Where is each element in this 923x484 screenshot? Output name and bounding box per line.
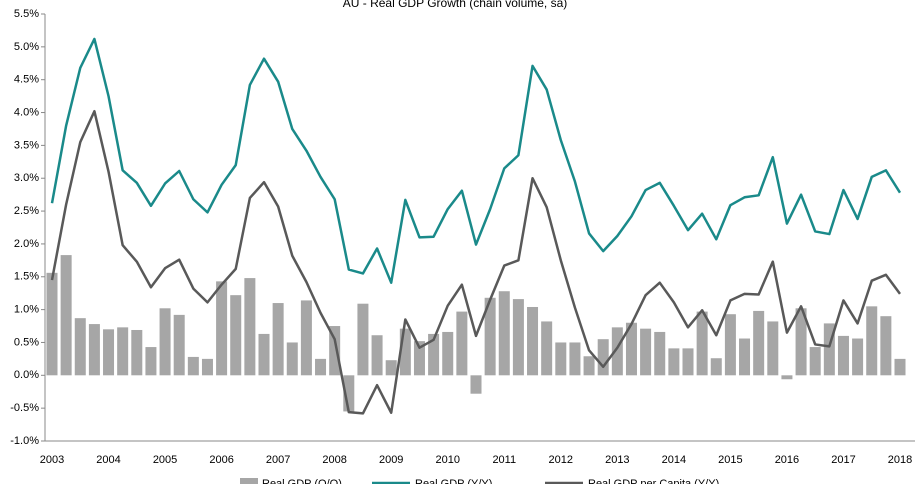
bar <box>710 358 722 376</box>
bar <box>413 341 425 376</box>
bar <box>852 338 864 376</box>
x-tick-label: 2015 <box>718 454 742 466</box>
bar <box>696 311 708 376</box>
bar <box>625 322 637 376</box>
bar <box>159 308 171 376</box>
bar <box>230 295 242 376</box>
bar <box>880 316 892 376</box>
bar <box>131 329 143 376</box>
bar <box>484 297 496 376</box>
bar <box>286 342 298 376</box>
bar <box>385 360 397 376</box>
bar <box>74 318 86 376</box>
bar <box>357 303 369 376</box>
x-tick-label: 2007 <box>266 454 290 466</box>
bar <box>866 306 878 376</box>
y-tick-label: 4.0% <box>14 106 39 118</box>
bar <box>555 342 567 376</box>
x-tick-label: 2009 <box>379 454 403 466</box>
bar <box>103 329 115 376</box>
bar <box>46 272 58 376</box>
bar <box>216 281 228 376</box>
x-tick-label: 2012 <box>549 454 573 466</box>
bar <box>597 339 609 376</box>
bar <box>117 327 129 376</box>
y-tick-label: 0.0% <box>14 369 39 381</box>
y-tick-label: 5.0% <box>14 41 39 53</box>
bar <box>512 299 524 376</box>
legend-label: Real GDP per Capita (Y/Y) <box>588 478 719 484</box>
bar <box>724 314 736 376</box>
x-tick-label: 2018 <box>888 454 912 466</box>
legend-swatch <box>240 478 258 484</box>
y-tick-label: 5.5% <box>14 8 39 20</box>
bar <box>668 348 680 376</box>
bar <box>187 356 199 376</box>
bar <box>611 327 623 376</box>
y-tick-label: 2.5% <box>14 205 39 217</box>
x-tick-label: 2017 <box>831 454 855 466</box>
y-tick-label: 1.0% <box>14 304 39 316</box>
bar <box>809 347 821 376</box>
bar <box>654 331 666 376</box>
bar <box>823 323 835 376</box>
bar <box>527 306 539 376</box>
bar <box>781 375 793 380</box>
bar <box>739 338 751 376</box>
x-tick-label: 2006 <box>209 454 233 466</box>
x-tick-label: 2005 <box>153 454 177 466</box>
bar <box>343 375 355 412</box>
bar <box>569 342 581 376</box>
y-tick-label: 0.5% <box>14 336 39 348</box>
x-tick-label: 2008 <box>322 454 346 466</box>
x-tick-label: 2016 <box>775 454 799 466</box>
bar <box>329 326 341 376</box>
bar <box>583 356 595 376</box>
bar <box>173 314 185 376</box>
bar <box>640 328 652 376</box>
legend-label: Real GDP (Y/Y) <box>415 478 492 484</box>
bar <box>753 310 765 376</box>
y-tick-label: 4.5% <box>14 74 39 86</box>
y-tick-label: -0.5% <box>10 402 39 414</box>
x-tick-label: 2013 <box>605 454 629 466</box>
bar <box>442 331 454 376</box>
bar <box>201 358 213 376</box>
x-tick-label: 2014 <box>662 454 686 466</box>
bar <box>315 358 327 376</box>
bar <box>541 321 553 376</box>
x-tick-label: 2010 <box>435 454 459 466</box>
bar <box>272 303 284 376</box>
x-tick-label: 2004 <box>96 454 120 466</box>
bar <box>258 333 270 376</box>
bar <box>371 335 383 376</box>
y-tick-label: 3.0% <box>14 172 39 184</box>
y-tick-label: 1.5% <box>14 271 39 283</box>
x-tick-label: 2003 <box>40 454 64 466</box>
y-tick-label: -1.0% <box>10 435 39 447</box>
y-tick-label: 2.0% <box>14 238 39 250</box>
bar <box>244 278 256 376</box>
bar <box>60 255 72 376</box>
bar <box>767 321 779 376</box>
bar <box>88 324 100 376</box>
legend-label: Real GDP (Q/Q) <box>262 478 342 484</box>
bar <box>145 347 157 376</box>
bar <box>300 300 312 376</box>
chart-title: AU - Real GDP Growth (chain volume, sa) <box>343 0 568 10</box>
bar <box>428 333 440 376</box>
bar <box>682 348 694 376</box>
bar <box>456 311 468 376</box>
bar <box>399 328 411 376</box>
bar <box>795 308 807 376</box>
bar <box>498 291 510 376</box>
y-tick-label: 3.5% <box>14 139 39 151</box>
bar <box>894 358 906 376</box>
bar <box>470 375 482 394</box>
line <box>50 109 902 415</box>
line <box>50 37 902 284</box>
x-tick-label: 2011 <box>492 454 516 466</box>
bar <box>837 335 849 376</box>
